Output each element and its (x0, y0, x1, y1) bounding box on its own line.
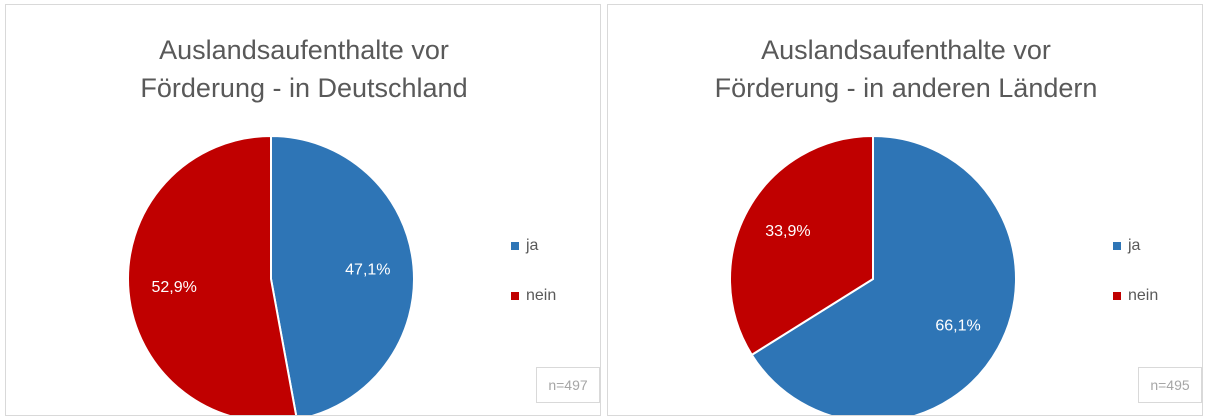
legend-swatch (1113, 292, 1121, 300)
data-label: 47,1% (345, 261, 390, 278)
annotation: n=495 (1138, 367, 1202, 403)
chart: 47,1% ja 52,9% nein (127, 134, 556, 415)
data-label: 33,9% (765, 223, 810, 240)
legend-swatch (1113, 242, 1121, 250)
legend-label: nein (1128, 287, 1158, 304)
legend-swatch (511, 242, 519, 250)
chart-title: Auslandsaufenthalte vor Förderung - in a… (714, 35, 1098, 103)
data-label: 52,9% (151, 279, 196, 296)
pie-slice (729, 134, 874, 357)
chart: 66,1% ja 33,9% nein (729, 134, 1158, 415)
legend-label: ja (525, 237, 539, 254)
chart-title: Auslandsaufenthalte vor Förderung - in D… (140, 35, 468, 103)
pie-slice (270, 134, 415, 415)
data-label: 66,1% (935, 317, 980, 334)
pie-slice (127, 134, 298, 415)
legend-label: nein (526, 287, 556, 304)
chart-panel: Auslandsaufenthalte vor Förderung - in a… (607, 4, 1203, 416)
annotation: n=497 (536, 367, 600, 403)
legend-swatch (511, 292, 519, 300)
chart-panel: Auslandsaufenthalte vor Förderung - in D… (5, 4, 601, 416)
pie-slice (750, 134, 1017, 415)
legend-label: ja (1127, 237, 1141, 254)
